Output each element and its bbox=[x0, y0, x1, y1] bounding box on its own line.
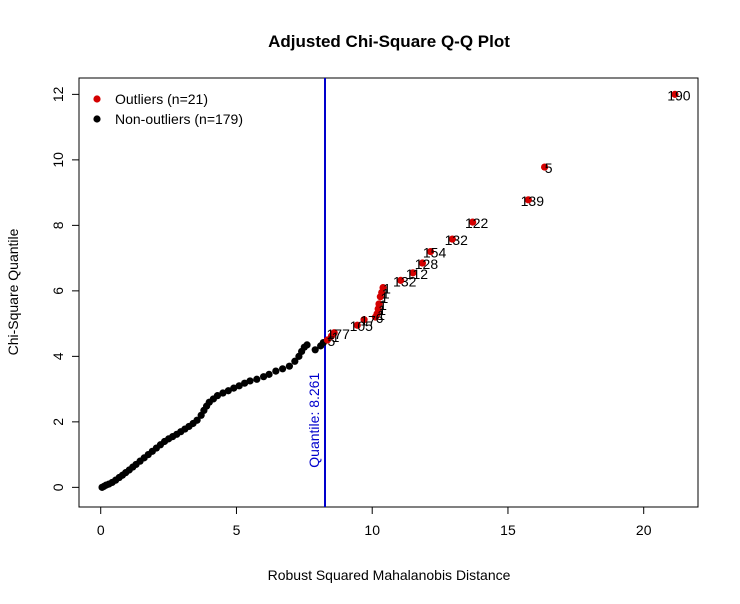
point-label: 17 bbox=[360, 313, 376, 329]
cutoff-line-group: Quantile: 8.261 bbox=[306, 78, 326, 507]
legend-entry: Outliers (n=21) bbox=[115, 91, 208, 107]
point-label: 5 bbox=[328, 333, 336, 349]
nonoutlier-point bbox=[213, 392, 222, 400]
outlier-point bbox=[360, 316, 368, 324]
point-label: 132 bbox=[445, 232, 469, 248]
point-label: 122 bbox=[465, 215, 489, 231]
outlier-point bbox=[426, 247, 435, 256]
point-label: 1 bbox=[380, 290, 388, 306]
nonoutlier-point bbox=[230, 384, 238, 392]
point-label: 154 bbox=[423, 245, 447, 261]
outlier-point bbox=[409, 269, 417, 277]
outlier-point bbox=[397, 276, 405, 284]
nonoutlier-point bbox=[253, 375, 261, 383]
nonoutlier-point bbox=[303, 341, 311, 349]
point-label: 1 bbox=[383, 281, 391, 297]
point-label: 1 bbox=[379, 297, 387, 313]
point-label: 1 bbox=[332, 329, 340, 345]
y-tick-label: 0 bbox=[50, 483, 66, 491]
point-label: 190 bbox=[667, 87, 691, 103]
y-tick-label: 12 bbox=[50, 86, 66, 102]
point-label: 112 bbox=[406, 266, 429, 282]
y-tick-label: 2 bbox=[50, 418, 66, 426]
outlier-point bbox=[671, 90, 679, 98]
y-tick-label: 6 bbox=[50, 287, 66, 295]
point-label: 105 bbox=[350, 318, 374, 334]
chart-title: Adjusted Chi-Square Q-Q Plot bbox=[268, 32, 510, 51]
x-tick-label: 15 bbox=[500, 522, 516, 538]
outlier-point bbox=[353, 321, 361, 329]
nonoutlier-point bbox=[272, 367, 280, 375]
y-axis: 0 2 4 6 8 10 12 bbox=[50, 86, 80, 491]
x-tick-label: 0 bbox=[97, 522, 105, 538]
nonoutlier-point bbox=[291, 357, 299, 365]
point-label: 1 bbox=[377, 307, 385, 323]
nonoutlier-point bbox=[219, 389, 227, 397]
nonoutlier-point bbox=[246, 377, 254, 385]
point-label: 6 bbox=[376, 310, 384, 326]
nonoutlier-point bbox=[235, 382, 243, 390]
cutoff-label: Quantile: 8.261 bbox=[306, 373, 322, 468]
point-label: 5 bbox=[545, 160, 553, 176]
legend: Outliers (n=21) Non-outliers (n=179) bbox=[93, 91, 243, 127]
x-axis-label: Robust Squared Mahalanobis Distance bbox=[268, 567, 511, 583]
legend-marker bbox=[93, 95, 101, 103]
point-label: 128 bbox=[415, 256, 439, 272]
outlier-point bbox=[541, 163, 549, 171]
y-tick-label: 4 bbox=[50, 352, 66, 360]
y-axis-label: Chi-Square Quantile bbox=[5, 228, 21, 355]
legend-marker bbox=[93, 115, 101, 123]
nonoutlier-point bbox=[279, 365, 287, 373]
y-tick-label: 8 bbox=[50, 221, 66, 229]
point-label: 139 bbox=[521, 193, 545, 209]
outlier-point bbox=[371, 313, 380, 321]
nonoutlier-point bbox=[193, 416, 201, 424]
outlier-point bbox=[448, 235, 456, 243]
x-tick-label: 5 bbox=[233, 522, 241, 538]
legend-entry: Non-outliers (n=179) bbox=[115, 111, 243, 127]
point-label: 132 bbox=[393, 273, 417, 289]
nonoutlier-point bbox=[285, 362, 294, 370]
outlier-point bbox=[469, 218, 477, 226]
x-tick-label: 10 bbox=[364, 522, 380, 538]
point-label: 1 bbox=[378, 302, 386, 318]
outlier-point bbox=[524, 196, 532, 204]
point-labels: 1905139122132154128112132111111617105177… bbox=[327, 87, 691, 349]
point-label: 1 bbox=[382, 286, 390, 302]
nonoutlier-point bbox=[260, 373, 268, 381]
outlier-point bbox=[418, 259, 427, 267]
nonoutlier-point bbox=[265, 370, 273, 378]
nonoutlier-point bbox=[311, 346, 319, 354]
x-axis: 0 5 10 15 20 bbox=[97, 506, 652, 538]
nonoutlier-point bbox=[241, 379, 249, 387]
nonoutlier-point bbox=[224, 387, 232, 395]
outlier-point bbox=[376, 293, 384, 301]
y-tick-label: 10 bbox=[50, 152, 66, 168]
outlier-point bbox=[323, 336, 332, 344]
x-tick-label: 20 bbox=[636, 522, 652, 538]
data-points bbox=[98, 90, 679, 491]
point-label: 177 bbox=[327, 326, 351, 342]
